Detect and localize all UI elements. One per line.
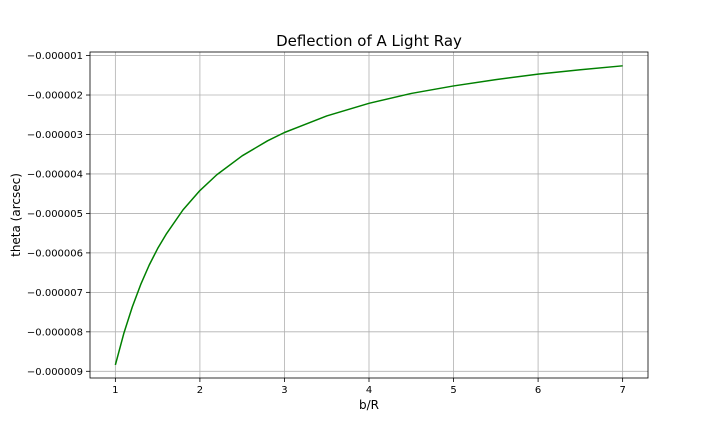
x-tick-label: 2: [197, 385, 203, 396]
y-tick-label: −0.000002: [27, 91, 83, 102]
x-tick-label: 4: [366, 385, 372, 396]
y-tick-label: −0.000003: [27, 130, 83, 141]
x-tick-label: 6: [535, 385, 541, 396]
x-tick-label: 1: [112, 385, 118, 396]
series-layer: [114, 65, 623, 366]
ticks: 1 2 3 4 5 6 7 −0.000001 −0.000002 −0.000003 −0.000…: [27, 51, 626, 396]
y-axis-label: theta (arcsec): [9, 173, 23, 257]
y-tick-label: −0.000007: [27, 288, 83, 299]
y-tick-label: −0.000004: [27, 169, 83, 180]
y-tick-label: −0.000001: [27, 51, 83, 62]
y-tick-label: −0.000008: [27, 327, 83, 338]
grid: [90, 52, 648, 378]
series-line: [114, 65, 623, 366]
y-tick-label: −0.000005: [27, 209, 83, 220]
y-tick-label: −0.000009: [27, 367, 83, 378]
y-tick-label: −0.000006: [27, 248, 83, 259]
x-tick-label: 7: [619, 385, 625, 396]
x-tick-label: 3: [281, 385, 287, 396]
x-axis-label: b/R: [359, 398, 379, 412]
x-tick-label: 5: [450, 385, 456, 396]
chart-title: Deflection of A Light Ray: [276, 32, 462, 50]
